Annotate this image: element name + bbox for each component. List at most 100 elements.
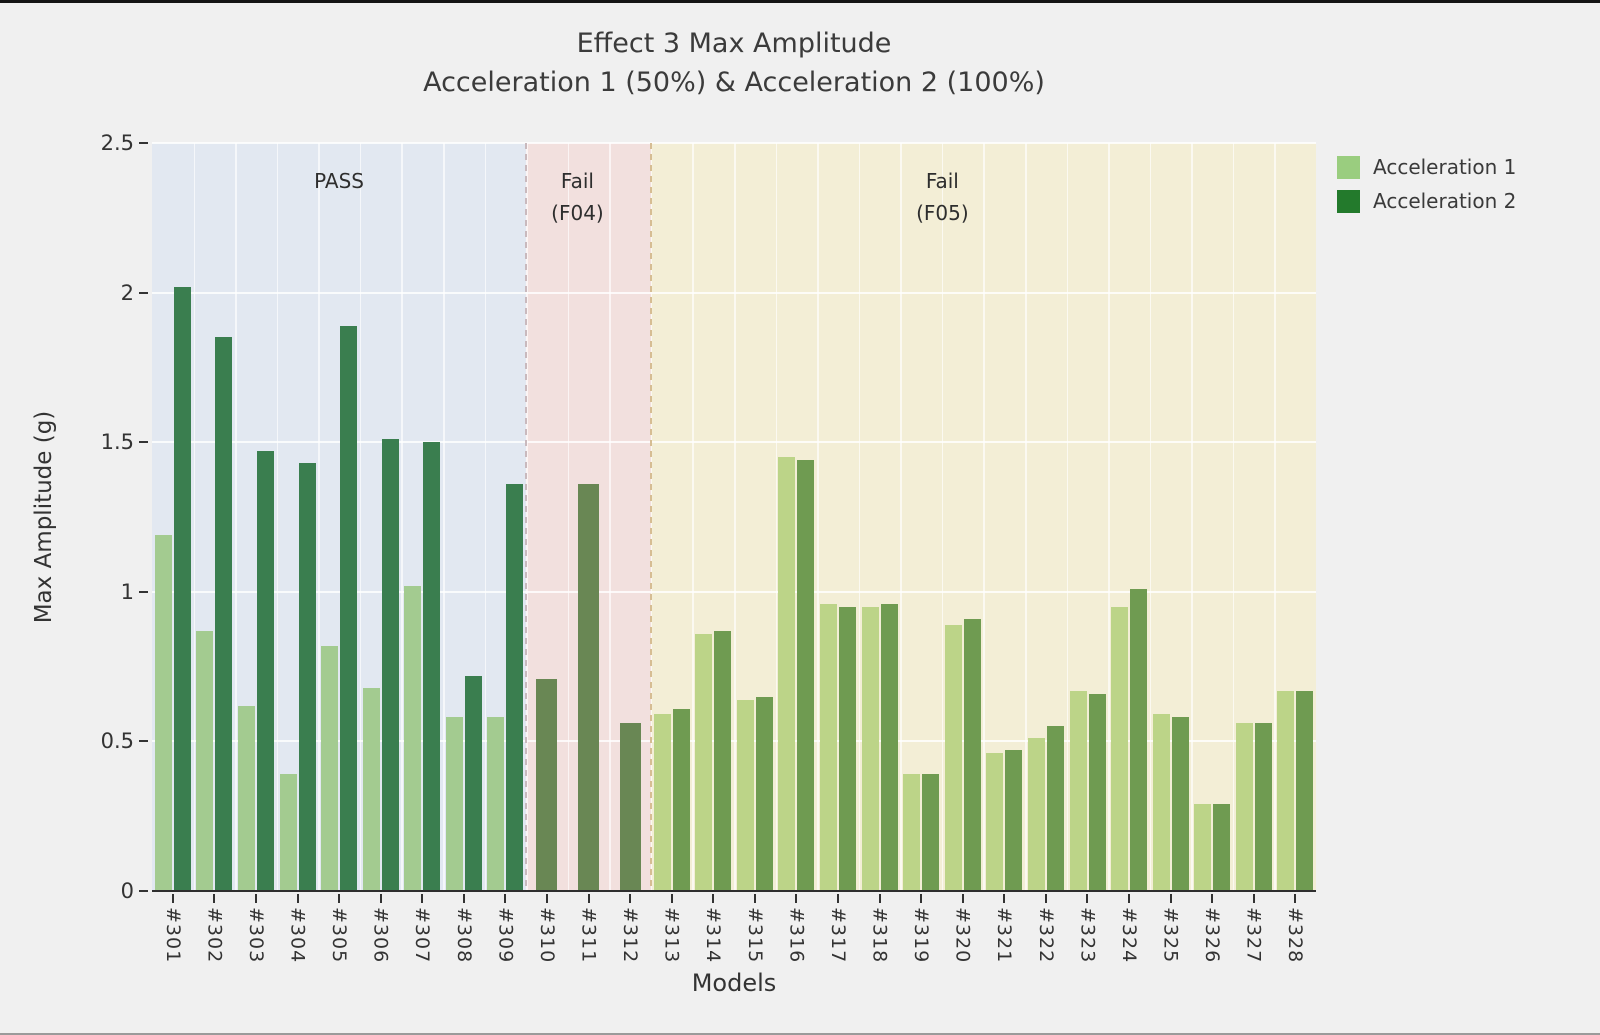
bar-group-316 bbox=[776, 143, 818, 891]
bar-308-acceleration-1 bbox=[445, 717, 463, 891]
bar-group-307 bbox=[401, 143, 443, 891]
bar-325-acceleration-2 bbox=[1171, 717, 1189, 891]
region-label-pass: PASS bbox=[314, 169, 364, 193]
v-gridline bbox=[1149, 143, 1152, 891]
bar-302-acceleration-2 bbox=[215, 337, 233, 891]
region-label-fail-f05-: Fail (F05) bbox=[916, 169, 969, 225]
bar-309-acceleration-2 bbox=[506, 484, 524, 891]
v-gridline bbox=[276, 143, 279, 891]
bar-group-314 bbox=[693, 143, 735, 891]
bar-group-324 bbox=[1108, 143, 1150, 891]
x-tick-mark bbox=[920, 894, 923, 903]
v-gridline bbox=[609, 143, 611, 891]
y-tick-mark bbox=[139, 740, 148, 743]
bar-307-acceleration-2 bbox=[423, 442, 441, 891]
x-tick-label-314: #314 bbox=[702, 907, 725, 964]
y-axis: 2.5 2 1.5 1 0.5 0 bbox=[58, 131, 134, 903]
x-tick-label-321: #321 bbox=[993, 907, 1016, 964]
y-tick-mark bbox=[139, 890, 148, 892]
bar-323-acceleration-1 bbox=[1069, 690, 1087, 891]
bar-318-acceleration-2 bbox=[880, 603, 898, 891]
window-top-border bbox=[0, 0, 1600, 3]
bar-group-305 bbox=[318, 143, 360, 891]
x-tick-label-305: #305 bbox=[328, 907, 351, 964]
bar-325-acceleration-1 bbox=[1152, 714, 1170, 891]
bar-320-acceleration-1 bbox=[944, 624, 962, 891]
bar-group-317 bbox=[817, 143, 859, 891]
bar-304-acceleration-1 bbox=[279, 774, 297, 891]
x-tick-label-325: #325 bbox=[1159, 907, 1182, 964]
bar-group-315 bbox=[734, 143, 776, 891]
v-gridline bbox=[983, 143, 985, 891]
x-tick-label-315: #315 bbox=[743, 907, 766, 964]
x-tick-label-312: #312 bbox=[619, 907, 642, 964]
bar-group-308 bbox=[443, 143, 485, 891]
x-tick-label-316: #316 bbox=[785, 907, 808, 964]
zone-divider bbox=[649, 143, 652, 891]
bar-319-acceleration-1 bbox=[903, 774, 921, 891]
bar-301-acceleration-1 bbox=[154, 534, 172, 891]
x-tick-mark bbox=[629, 894, 632, 903]
bar-group-312 bbox=[609, 143, 651, 891]
x-tick-mark bbox=[878, 894, 881, 903]
bar-306-acceleration-2 bbox=[381, 439, 399, 891]
x-tick-mark bbox=[1169, 894, 1172, 903]
y-tick-mark bbox=[139, 291, 148, 294]
x-tick-mark bbox=[462, 894, 465, 903]
x-tick-label-308: #308 bbox=[452, 907, 475, 964]
chart-title-line1: Effect 3 Max Amplitude bbox=[576, 28, 892, 59]
x-tick-mark bbox=[1294, 894, 1297, 903]
bar-326-acceleration-1 bbox=[1194, 804, 1212, 891]
x-tick-mark bbox=[171, 894, 174, 903]
bar-313-acceleration-1 bbox=[653, 714, 671, 891]
bars-layer bbox=[152, 143, 1316, 891]
x-tick-label-309: #309 bbox=[494, 907, 517, 964]
acceleration-2-swatch-icon bbox=[1337, 189, 1360, 213]
x-tick-mark bbox=[670, 894, 673, 903]
bar-group-301 bbox=[152, 143, 194, 891]
bar-group-306 bbox=[360, 143, 402, 891]
bar-317-acceleration-2 bbox=[839, 606, 857, 891]
bar-318-acceleration-1 bbox=[861, 606, 879, 891]
x-tick-mark bbox=[961, 894, 964, 903]
v-gridline bbox=[692, 143, 694, 891]
bar-322-acceleration-2 bbox=[1046, 726, 1064, 891]
x-tick-label-319: #319 bbox=[910, 907, 933, 964]
bar-304-acceleration-2 bbox=[298, 463, 316, 891]
x-tick-label-303: #303 bbox=[244, 907, 267, 964]
v-gridline bbox=[443, 143, 445, 891]
chart-title: Effect 3 Max Amplitude Acceleration 1 (5… bbox=[152, 24, 1316, 102]
x-tick-mark bbox=[836, 894, 839, 903]
bar-group-303 bbox=[235, 143, 277, 891]
bar-319-acceleration-2 bbox=[922, 774, 940, 891]
region-background-pass bbox=[152, 143, 527, 891]
bar-312-acceleration-2 bbox=[619, 723, 641, 891]
bar-316-acceleration-1 bbox=[778, 457, 796, 891]
x-axis-title: Models bbox=[691, 969, 777, 997]
x-tick-mark bbox=[1003, 894, 1006, 903]
v-gridline bbox=[1191, 143, 1193, 891]
v-gridline bbox=[1232, 143, 1235, 891]
y-tick-marks bbox=[139, 142, 148, 892]
bar-group-309 bbox=[485, 143, 527, 891]
bar-302-acceleration-1 bbox=[196, 630, 214, 891]
window-bottom-border bbox=[0, 1033, 1600, 1035]
x-tick-mark bbox=[795, 894, 798, 903]
zone-divider bbox=[525, 143, 528, 891]
bar-311-acceleration-2 bbox=[578, 484, 600, 891]
bar-303-acceleration-1 bbox=[237, 705, 255, 891]
x-tick-mark bbox=[379, 894, 382, 903]
bar-group-311 bbox=[568, 143, 610, 891]
bar-group-325 bbox=[1150, 143, 1192, 891]
legend-label: Acceleration 2 bbox=[1373, 189, 1517, 213]
bar-307-acceleration-1 bbox=[404, 585, 422, 891]
x-tick-label-311: #311 bbox=[577, 907, 600, 964]
bar-306-acceleration-1 bbox=[362, 687, 380, 891]
bar-308-acceleration-2 bbox=[464, 675, 482, 891]
bar-320-acceleration-2 bbox=[963, 618, 981, 891]
legend-label: Acceleration 1 bbox=[1373, 155, 1517, 179]
bar-group-319 bbox=[900, 143, 942, 891]
x-axis-spine bbox=[152, 890, 1316, 892]
x-tick-label-320: #320 bbox=[951, 907, 974, 964]
